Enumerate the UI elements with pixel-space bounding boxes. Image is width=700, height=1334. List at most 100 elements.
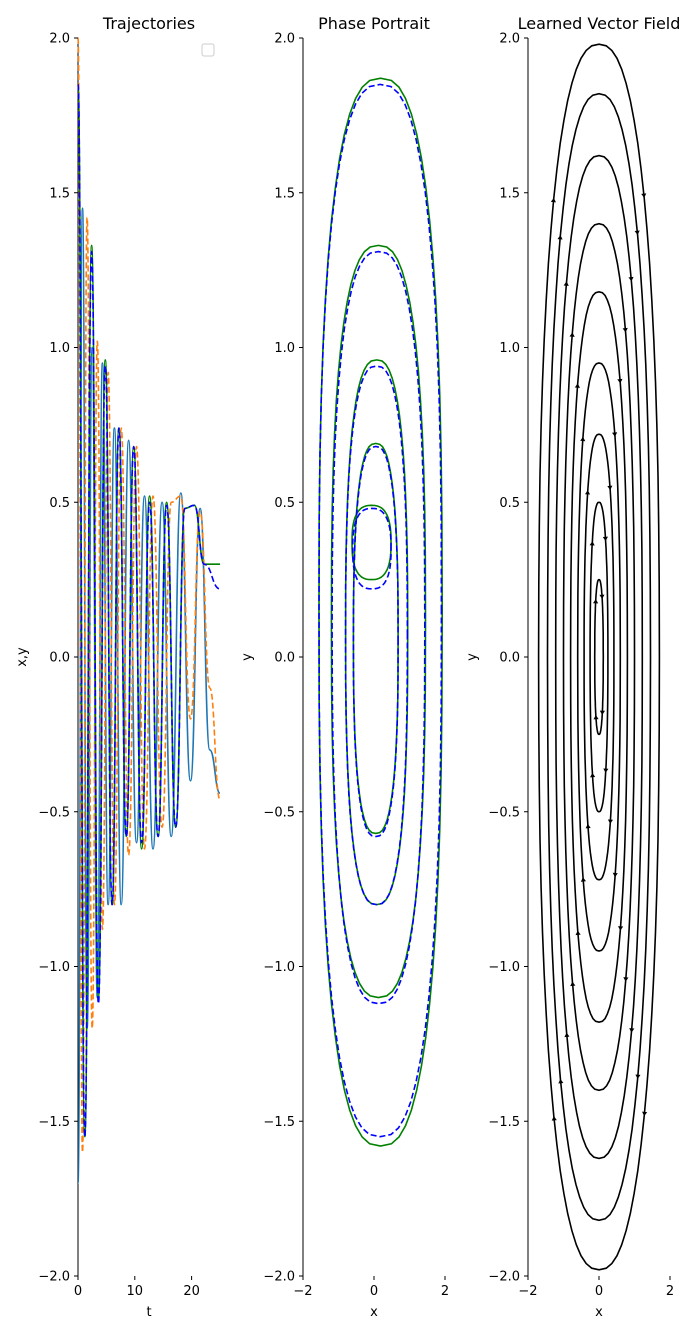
streamline-arrow — [599, 594, 605, 599]
streamline-arrow — [641, 193, 647, 198]
x-tick-label: −2 — [293, 1284, 312, 1299]
streamlines — [537, 43, 661, 1271]
y-tick-label: 1.0 — [49, 341, 70, 356]
streamline-2 — [583, 433, 615, 881]
streamline-arrow — [634, 230, 640, 235]
phase-loop-1-3 — [352, 445, 399, 838]
streamline-arrow — [623, 977, 629, 982]
phase-loop-0-1 — [330, 244, 427, 999]
streamline-5 — [562, 222, 636, 1092]
streamline-arrow — [558, 1079, 564, 1084]
streamline-arrow — [585, 490, 591, 495]
y-tick-label: 1.0 — [499, 341, 520, 356]
y-tick-label: 0.0 — [49, 651, 70, 666]
streamline-arrow — [628, 276, 634, 282]
y-tick-label: −0.5 — [488, 805, 520, 820]
y-tick-label: 1.5 — [274, 186, 295, 201]
phase-loop-1-4 — [351, 507, 392, 590]
streamline-arrow — [607, 485, 613, 491]
phase-loop-1-1 — [331, 250, 426, 1005]
trajectory-series-3 — [77, 83, 221, 1138]
y-tick-label: −0.5 — [38, 805, 70, 820]
streamline-arrow — [564, 1032, 570, 1038]
x-tick-label: 2 — [441, 1284, 449, 1299]
streamline-4 — [569, 290, 629, 1024]
y-tick-label: 1.0 — [274, 341, 295, 356]
vector-field-ylabel: y — [465, 653, 480, 661]
trajectory-series-0 — [77, 207, 221, 1184]
x-tick-label: 0 — [370, 1284, 378, 1299]
streamline-arrow — [612, 872, 618, 878]
streamline-6 — [554, 154, 644, 1160]
streamline-arrow — [622, 327, 628, 333]
phase-loop-1-0 — [318, 83, 443, 1138]
streamline-arrow — [574, 383, 580, 388]
y-tick-label: 2.0 — [274, 32, 295, 47]
streamline-arrow — [617, 378, 623, 384]
y-tick-label: 1.5 — [49, 186, 70, 201]
phase-loop-1-2 — [344, 365, 409, 906]
vector-field-panel: Learned Vector Field x y −2.0 −1.5 −1.0 −0.… — [465, 14, 680, 1320]
y-tick-label: −2.0 — [263, 1270, 295, 1285]
phase-loop-0-0 — [318, 77, 443, 1147]
streamline-arrow — [593, 715, 599, 720]
streamline-arrow — [580, 436, 586, 442]
vector-field-xlabel: x — [595, 1305, 603, 1320]
x-tick-label: 20 — [183, 1284, 200, 1299]
x-tick-label: 0 — [74, 1284, 82, 1299]
x-tick-label: 10 — [127, 1284, 144, 1299]
y-tick-label: −1.5 — [38, 1115, 70, 1130]
streamline-arrow — [563, 281, 569, 286]
streamline-arrow — [602, 536, 608, 542]
streamline-8 — [537, 43, 661, 1271]
y-tick-label: −0.5 — [263, 805, 295, 820]
streamline-arrow — [557, 235, 563, 240]
trajectories-panel: Trajectories t x,y −2.0 −1.5 −1.0 −0.5 0.0 0.… — [15, 14, 221, 1320]
y-tick-label: 0.5 — [49, 496, 70, 511]
streamline-arrow — [551, 1116, 557, 1121]
phase-portrait-panel: Phase Portrait x y −2.0 −1.5 −1.0 −0.5 0.0 0.… — [240, 14, 449, 1320]
streamline-arrow — [629, 1028, 635, 1033]
streamline-7 — [546, 92, 652, 1222]
y-tick-label: −2.0 — [488, 1270, 520, 1285]
streamline-arrow — [603, 768, 609, 773]
streamline-arrow — [550, 197, 556, 203]
y-tick-label: −2.0 — [38, 1270, 70, 1285]
y-tick-label: −1.0 — [488, 960, 520, 975]
phase-loop-0-3 — [352, 442, 399, 835]
y-tick-label: −1.5 — [488, 1115, 520, 1130]
streamline-arrow — [612, 432, 618, 437]
phase-portrait-xlabel: x — [370, 1305, 378, 1320]
streamline-arrow — [607, 819, 613, 824]
y-tick-label: −1.0 — [38, 960, 70, 975]
streamline-1 — [589, 501, 609, 813]
streamline-3 — [576, 362, 622, 952]
y-tick-label: 0.0 — [499, 651, 520, 666]
streamline-arrow — [569, 332, 575, 337]
trajectories-title: Trajectories — [102, 14, 195, 33]
x-tick-label: 2 — [666, 1284, 674, 1299]
x-tick-label: −2 — [518, 1284, 537, 1299]
trajectories-xlabel: t — [146, 1305, 151, 1320]
y-tick-label: 1.5 — [499, 186, 520, 201]
y-tick-label: 0.0 — [274, 651, 295, 666]
y-tick-label: −1.0 — [263, 960, 295, 975]
streamline-arrow — [618, 926, 624, 931]
x-tick-label: 0 — [595, 1284, 603, 1299]
y-tick-label: 2.0 — [499, 32, 520, 47]
trajectories-ylabel: x,y — [15, 647, 30, 667]
y-tick-label: −1.5 — [263, 1115, 295, 1130]
trajectory-series-1 — [77, 37, 221, 1154]
streamline-arrow — [589, 541, 595, 546]
streamline-arrow — [635, 1074, 641, 1079]
streamline-0 — [593, 578, 605, 736]
streamline-arrow — [593, 599, 599, 604]
y-tick-label: 2.0 — [49, 32, 70, 47]
streamline-arrow — [585, 823, 591, 829]
streamline-arrow — [599, 710, 605, 715]
y-tick-label: 0.5 — [274, 496, 295, 511]
phase-portrait-title: Phase Portrait — [318, 14, 430, 33]
vector-field-title: Learned Vector Field — [518, 14, 681, 33]
phase-portrait-ylabel: y — [240, 653, 255, 661]
